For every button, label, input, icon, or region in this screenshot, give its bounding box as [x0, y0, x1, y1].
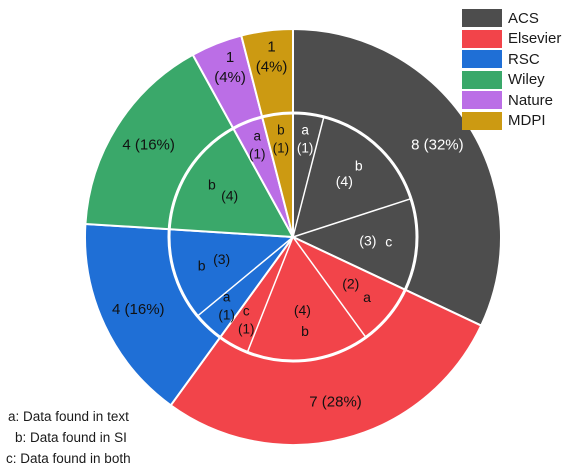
legend-label-elsevier: Elsevier [508, 30, 562, 48]
inner-ring-circle [167, 111, 419, 363]
slice-elsevier [169, 235, 483, 446]
slice-label-wiley: 4 (16%) [122, 136, 175, 153]
seg-count-elsevier-b: (4) [294, 302, 311, 318]
legend-swatch-mdpi [462, 111, 502, 130]
legend-swatch-acs [462, 9, 502, 28]
seg-count-acs-c: (3) [359, 232, 376, 248]
seg-count-acs-a: (1) [297, 140, 314, 155]
seg-letter-rsc-a: a [223, 289, 231, 304]
chart-labels: 8 (32%)7 (28%)4 (16%)4 (16%)1(4%)1(4%)a(… [112, 38, 464, 410]
legend-swatch-rsc [462, 50, 502, 69]
slice-rsc [84, 222, 295, 407]
slice-label-acs: 8 (32%) [411, 136, 464, 153]
seg-letter-elsevier-a: a [363, 289, 371, 305]
seg-count-elsevier-c: (1) [238, 322, 255, 337]
divider-rsc-0 [196, 236, 294, 317]
slice-label-mdpi-count: 1 [267, 38, 275, 55]
legend-label-wiley: Wiley [508, 71, 545, 89]
seg-letter-acs-b: b [355, 158, 363, 174]
legend-item-nature: Nature [462, 90, 580, 111]
slice-wiley [84, 53, 295, 239]
seg-count-rsc-b: (3) [213, 251, 230, 267]
slice-label-elsevier: 7 (28%) [309, 394, 362, 411]
seg-letter-elsevier-b: b [301, 323, 309, 339]
legend-swatch-nature [462, 91, 502, 110]
legend-item-mdpi: MDPI [462, 111, 580, 132]
slice-label-rsc: 4 (16%) [112, 301, 165, 318]
legend: ACS Elsevier RSC Wiley Nature MDPI [462, 8, 580, 131]
footnote-c: c: Data found in both [6, 451, 131, 466]
legend-item-rsc: RSC [462, 49, 580, 70]
legend-item-elsevier: Elsevier [462, 29, 580, 50]
seg-count-acs-b: (4) [336, 173, 353, 189]
legend-item-wiley: Wiley [462, 70, 580, 91]
footnote-b: b: Data found in SI [15, 430, 127, 445]
outer-slices [84, 27, 502, 446]
legend-label-acs: ACS [508, 9, 539, 27]
legend-label-mdpi: MDPI [508, 112, 546, 130]
seg-letter-rsc-b: b [198, 257, 206, 273]
divider-acs-1 [292, 197, 412, 238]
legend-swatch-elsevier [462, 29, 502, 48]
seg-letter-acs-c: c [385, 234, 392, 250]
legend-swatch-wiley [462, 70, 502, 89]
divider-elsevier-1 [246, 236, 294, 353]
slice-mdpi [240, 27, 294, 238]
divider-acs-0 [292, 116, 325, 238]
seg-count-elsevier-a: (2) [342, 276, 359, 292]
seg-count-mdpi-b: (1) [273, 140, 290, 155]
seg-letter-acs-a: a [301, 122, 309, 137]
footnotes: a: Data found in text b: Data found in S… [6, 406, 131, 469]
seg-letter-elsevier-c: c [243, 304, 250, 319]
slice-label-nature-pct: (4%) [214, 69, 246, 86]
seg-count-wiley-b: (4) [221, 188, 238, 204]
footnote-a: a: Data found in text [8, 409, 129, 424]
slice-label-mdpi-pct: (4%) [256, 58, 288, 75]
seg-count-nature-a: (1) [249, 146, 266, 161]
inner-dividers [196, 116, 412, 353]
legend-label-rsc: RSC [508, 50, 540, 68]
legend-label-nature: Nature [508, 91, 554, 109]
legend-item-acs: ACS [462, 8, 580, 29]
seg-letter-mdpi-b: b [277, 122, 285, 137]
slice-label-nature-count: 1 [226, 49, 234, 66]
divider-elsevier-0 [292, 236, 367, 338]
seg-letter-nature-a: a [254, 128, 262, 143]
seg-letter-wiley-b: b [208, 176, 216, 192]
seg-count-rsc-a: (1) [218, 307, 235, 322]
